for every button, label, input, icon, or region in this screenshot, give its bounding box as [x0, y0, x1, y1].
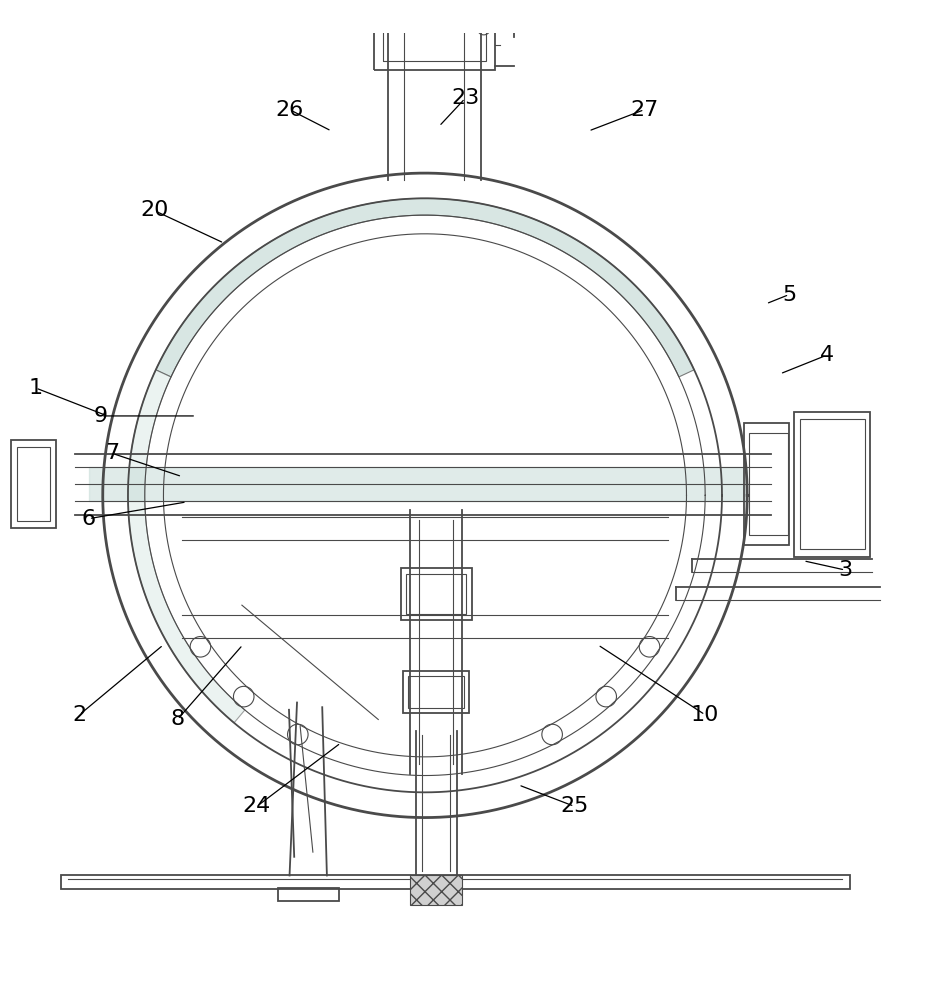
- Text: 9: 9: [93, 406, 108, 426]
- Text: 4: 4: [819, 345, 834, 365]
- Bar: [403, 671, 469, 713]
- Text: 26: 26: [276, 100, 304, 120]
- Bar: [744, 423, 789, 545]
- Bar: [374, 0, 495, 70]
- Text: 2: 2: [72, 705, 87, 725]
- Bar: [794, 412, 870, 557]
- Text: 24: 24: [243, 796, 271, 816]
- Bar: [17, 447, 50, 521]
- Bar: [800, 419, 865, 549]
- Text: 25: 25: [560, 796, 588, 816]
- Text: 20: 20: [140, 200, 168, 220]
- Polygon shape: [128, 370, 245, 723]
- Bar: [410, 875, 462, 905]
- Polygon shape: [156, 198, 694, 377]
- Bar: [406, 574, 466, 614]
- Bar: [278, 888, 339, 901]
- Bar: [401, 568, 472, 620]
- Bar: [408, 676, 464, 708]
- Text: 23: 23: [451, 88, 479, 108]
- Text: 1: 1: [28, 378, 43, 398]
- Text: 27: 27: [630, 100, 658, 120]
- Text: 3: 3: [838, 560, 853, 580]
- Text: 6: 6: [81, 509, 96, 529]
- Bar: [749, 433, 788, 535]
- Text: 10: 10: [691, 705, 719, 725]
- Bar: [61, 875, 850, 889]
- Bar: [383, 0, 486, 61]
- Text: 7: 7: [105, 443, 120, 463]
- Text: 8: 8: [170, 709, 185, 729]
- Text: 5: 5: [782, 285, 797, 305]
- Bar: [11, 440, 56, 528]
